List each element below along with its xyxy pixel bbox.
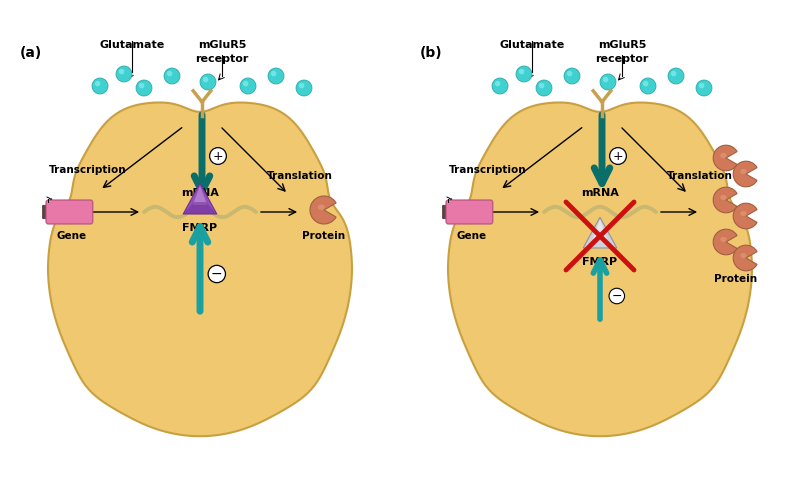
Circle shape [167,71,173,77]
Polygon shape [593,220,607,239]
Text: receptor: receptor [195,54,249,64]
Text: Protein: Protein [714,274,758,284]
FancyBboxPatch shape [443,205,449,219]
Circle shape [567,71,573,77]
Circle shape [136,80,152,96]
Ellipse shape [740,169,746,174]
Text: Protein: Protein [302,231,346,241]
Circle shape [240,78,256,94]
Circle shape [671,71,677,77]
Polygon shape [48,102,352,436]
Text: mGluR5: mGluR5 [598,40,646,50]
FancyBboxPatch shape [43,205,49,219]
Text: mGluR5: mGluR5 [198,40,246,50]
Circle shape [243,81,249,86]
Text: −: − [611,289,622,303]
Text: mRNA: mRNA [181,188,219,198]
Circle shape [643,81,649,86]
Circle shape [299,83,305,88]
Ellipse shape [720,195,726,200]
Wedge shape [734,245,757,271]
Text: Glutamate: Glutamate [99,40,165,50]
Text: Transcription: Transcription [49,165,127,175]
Polygon shape [183,183,217,214]
Circle shape [138,83,145,88]
Circle shape [600,74,616,90]
Wedge shape [714,187,737,213]
Circle shape [200,74,216,90]
FancyBboxPatch shape [46,200,93,224]
Wedge shape [734,203,757,229]
Circle shape [603,77,609,82]
Circle shape [564,68,580,84]
Circle shape [296,80,312,96]
Ellipse shape [720,153,726,158]
Text: mRNA: mRNA [581,188,619,198]
Text: receptor: receptor [595,54,649,64]
Wedge shape [734,161,757,187]
Ellipse shape [740,253,746,258]
Circle shape [696,80,712,96]
Circle shape [203,77,209,82]
Text: Gene: Gene [56,231,86,241]
Wedge shape [714,145,737,171]
Circle shape [519,69,525,74]
Text: Transcription: Transcription [449,165,527,175]
Circle shape [516,66,532,82]
Wedge shape [714,229,737,255]
Text: Glutamate: Glutamate [499,40,565,50]
Circle shape [116,66,132,82]
Text: FMRP: FMRP [182,223,218,233]
Text: −: − [211,267,222,281]
Text: +: + [213,149,223,163]
Circle shape [539,83,545,88]
Text: (b): (b) [420,46,442,60]
Circle shape [492,78,508,94]
Circle shape [92,78,108,94]
Circle shape [536,80,552,96]
Text: (a): (a) [20,46,42,60]
Circle shape [494,81,501,86]
Ellipse shape [740,211,746,216]
Ellipse shape [720,237,726,242]
Circle shape [668,68,684,84]
Circle shape [640,78,656,94]
Circle shape [164,68,180,84]
Circle shape [268,68,284,84]
Circle shape [118,69,125,74]
Text: +: + [613,149,623,163]
Ellipse shape [318,204,325,210]
Polygon shape [583,217,617,248]
Polygon shape [193,186,207,205]
Circle shape [94,81,101,86]
Circle shape [270,71,277,77]
Circle shape [699,83,705,88]
Polygon shape [448,102,752,436]
Text: FMRP: FMRP [582,257,618,267]
Wedge shape [310,196,336,224]
Text: Gene: Gene [456,231,486,241]
Text: Translation: Translation [667,171,733,181]
FancyBboxPatch shape [446,200,493,224]
Polygon shape [183,202,217,214]
Text: Translation: Translation [267,171,333,181]
